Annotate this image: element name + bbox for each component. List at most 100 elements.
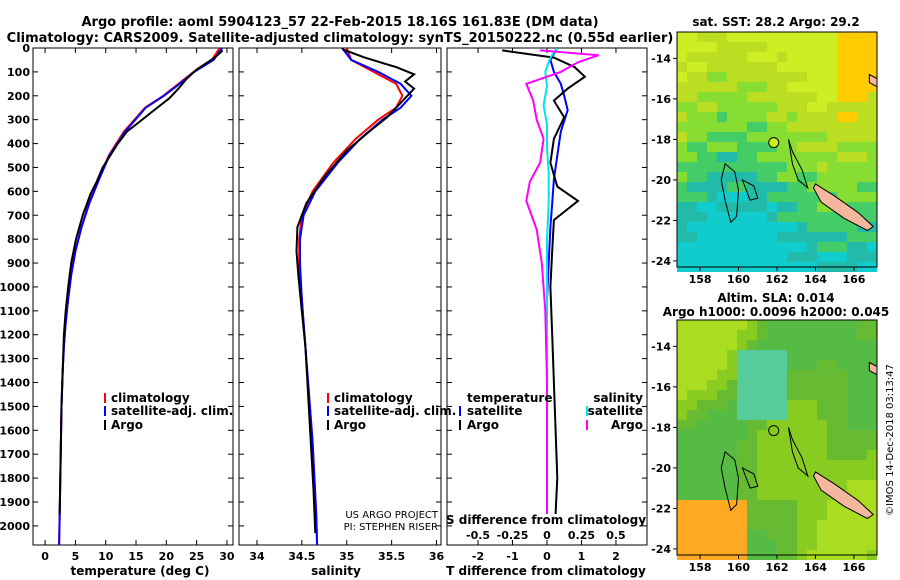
map-cell [737, 370, 747, 380]
map-cell [807, 320, 817, 330]
map-cell [767, 500, 777, 510]
map-cell [777, 72, 787, 82]
map-cell [837, 540, 847, 550]
map-cell [717, 400, 727, 410]
map-cell [767, 182, 777, 192]
map-cell [737, 32, 747, 42]
map-cell [837, 390, 847, 400]
lon-tick-label: 160 [727, 273, 750, 286]
map-cell [837, 52, 847, 62]
map-cell [717, 132, 727, 142]
map-cell [717, 62, 727, 72]
x-tick-label: 25 [189, 550, 204, 563]
map-cell [827, 132, 837, 142]
map-cell [787, 42, 797, 52]
map-cell [717, 162, 727, 172]
map-cell [757, 490, 767, 500]
map-cell [817, 252, 827, 262]
map-cell [847, 92, 857, 102]
map-cell [827, 122, 837, 132]
map-cell [797, 222, 807, 232]
map-cell [717, 470, 727, 480]
map-cell [697, 242, 707, 252]
map-cell [787, 92, 797, 102]
map-cell [857, 320, 867, 330]
map-cell [787, 490, 797, 500]
map-cell [707, 540, 717, 550]
map-cell [737, 162, 747, 172]
map-cell [797, 92, 807, 102]
difference-xlabel: T difference from climatology [446, 564, 646, 578]
map-cell [747, 192, 757, 202]
map-cell [777, 42, 787, 52]
map-cell [767, 410, 777, 420]
map-cell [797, 42, 807, 52]
map-cell [677, 410, 687, 420]
map-cell [837, 440, 847, 450]
map-cell [807, 232, 817, 242]
map-cell [787, 380, 797, 390]
map-cell [727, 102, 737, 112]
map-cell [757, 162, 767, 172]
map-cell [777, 330, 787, 340]
map-cell [687, 192, 697, 202]
map-cell [797, 480, 807, 490]
map-cell [697, 182, 707, 192]
map-cell [847, 530, 857, 540]
map-cell [867, 42, 877, 52]
map-cell [847, 222, 857, 232]
map-cell [817, 470, 827, 480]
map-cell [817, 430, 827, 440]
map-cell [837, 192, 847, 202]
map-cell [677, 222, 687, 232]
lon-tick-label: 166 [842, 561, 865, 574]
lat-tick-label: -16 [651, 381, 671, 394]
map-cell [787, 370, 797, 380]
map-cell [847, 340, 857, 350]
map-cell [777, 480, 787, 490]
map-cell [747, 510, 757, 520]
map-cell [777, 520, 787, 530]
map-cell [697, 252, 707, 262]
map-cell [687, 400, 697, 410]
map-cell [677, 92, 687, 102]
map-cell [677, 202, 687, 212]
map-cell [857, 232, 867, 242]
map-cell [707, 470, 717, 480]
map-cell [677, 320, 687, 330]
map-cell [817, 42, 827, 52]
map-cell [837, 162, 847, 172]
map-cell [857, 340, 867, 350]
map-cell [867, 112, 877, 122]
map-cell [747, 82, 757, 92]
sst-map-title: sat. SST: 28.2 Argo: 29.2 [692, 15, 859, 29]
map-cell [777, 52, 787, 62]
map-cell [757, 390, 767, 400]
map-cell [767, 152, 777, 162]
map-cell [757, 540, 767, 550]
s-tick-label: -0.25 [497, 529, 529, 542]
map-cell [747, 380, 757, 390]
map-cell [747, 162, 757, 172]
map-cell [817, 222, 827, 232]
map-cell [777, 162, 787, 172]
map-cell [737, 490, 747, 500]
map-cell [727, 82, 737, 92]
map-cell [697, 212, 707, 222]
map-cell [707, 132, 717, 142]
map-cell [827, 72, 837, 82]
map-cell [797, 450, 807, 460]
map-cell [807, 540, 817, 550]
map-cell [827, 470, 837, 480]
map-cell [697, 42, 707, 52]
map-cell [767, 242, 777, 252]
legend-label-argo: Argo [334, 418, 366, 432]
map-cell [707, 82, 717, 92]
s-tick-label: 0.5 [606, 529, 626, 542]
map-cell [727, 460, 737, 470]
map-cell [767, 202, 777, 212]
map-cell [857, 390, 867, 400]
map-cell [847, 360, 857, 370]
map-cell [867, 172, 877, 182]
map-cell [757, 420, 767, 430]
